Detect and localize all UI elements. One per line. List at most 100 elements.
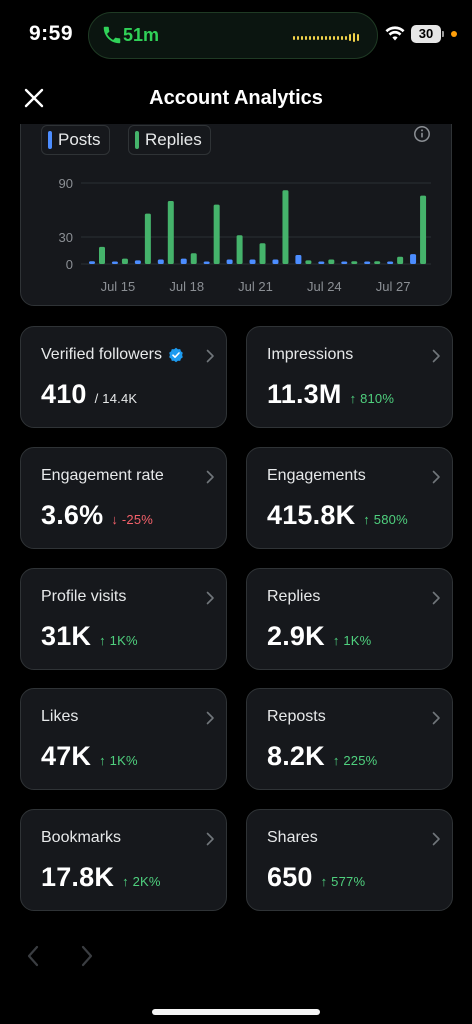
bar-posts-jul-24[interactable] <box>318 261 325 265</box>
metric-card-profile-visits[interactable]: Profile visits 31K ↑ 1K% <box>20 568 227 670</box>
chevron-right-icon <box>432 591 440 605</box>
call-duration: 51m <box>123 25 160 45</box>
metric-card-reposts[interactable]: Reposts 8.2K ↑ 225% <box>246 688 453 790</box>
bar-posts-jul-22[interactable] <box>272 259 279 265</box>
metric-value-row: 31K ↑ 1K% <box>41 621 138 652</box>
y-tick-label: 30 <box>59 230 73 245</box>
x-tick-label: Jul 15 <box>101 279 136 294</box>
chevron-right-icon <box>432 349 440 363</box>
metric-value: 8.2K <box>267 741 325 771</box>
metric-label: Bookmarks <box>41 829 122 846</box>
metric-card-verified-followers[interactable]: Verified followers 410 / 14.4K <box>20 326 227 428</box>
metric-card-bookmarks[interactable]: Bookmarks 17.8K ↑ 2K% <box>20 809 227 911</box>
bar-posts-jul-16[interactable] <box>134 260 141 264</box>
info-icon[interactable] <box>413 125 431 143</box>
metric-value: 47K <box>41 741 92 771</box>
chevron-left-icon[interactable] <box>26 944 40 968</box>
bar-posts-jul-17[interactable] <box>157 259 164 265</box>
metric-card-shares[interactable]: Shares 650 ↑ 577% <box>246 809 453 911</box>
metric-value-row: 3.6% ↓ -25% <box>41 500 153 531</box>
wifi-icon <box>385 26 405 41</box>
metric-card-engagements[interactable]: Engagements 415.8K ↑ 580% <box>246 447 453 549</box>
metric-value-row: 17.8K ↑ 2K% <box>41 862 161 893</box>
close-icon[interactable] <box>22 86 46 110</box>
bar-replies-jul-15[interactable] <box>121 258 128 264</box>
bar-replies-jul-16[interactable] <box>144 213 151 264</box>
metric-label-row: Verified followers <box>41 346 184 364</box>
bar-posts-jul-21[interactable] <box>249 259 256 265</box>
metric-label-row: Profile visits <box>41 588 126 606</box>
home-indicator[interactable] <box>152 1009 320 1015</box>
bar-posts-jul-26[interactable] <box>364 261 371 265</box>
bar-replies-jul-26[interactable] <box>374 261 381 264</box>
metric-label: Engagements <box>267 467 366 484</box>
metric-change: ↑ 577% <box>320 874 366 889</box>
dynamic-island-call[interactable]: 51m <box>88 12 378 59</box>
bar-replies-jul-24[interactable] <box>328 259 335 265</box>
metric-card-engagement-rate[interactable]: Engagement rate 3.6% ↓ -25% <box>20 447 227 549</box>
chevron-right-icon <box>206 591 214 605</box>
bar-replies-jul-14[interactable] <box>99 246 105 264</box>
metric-label-row: Engagements <box>267 467 366 485</box>
chevron-right-icon <box>206 711 214 725</box>
chevron-right-icon <box>206 349 214 363</box>
metric-label: Verified followers <box>41 346 162 363</box>
metric-change: ↑ 1K% <box>332 633 372 648</box>
chevron-right-icon <box>432 470 440 484</box>
bar-replies-jul-23[interactable] <box>305 260 312 264</box>
bar-replies-jul-28[interactable] <box>420 195 427 264</box>
chevron-right-icon <box>432 832 440 846</box>
metric-label: Replies <box>267 588 321 605</box>
y-tick-label: 0 <box>66 257 73 272</box>
bar-posts-jul-19[interactable] <box>203 261 210 265</box>
bar-replies-jul-21[interactable] <box>259 243 266 264</box>
metric-label: Profile visits <box>41 588 127 605</box>
bar-replies-jul-22[interactable] <box>282 190 289 264</box>
metric-value: 650 <box>267 862 313 892</box>
x-tick-label: Jul 18 <box>169 279 204 294</box>
bar-posts-jul-25[interactable] <box>341 261 348 265</box>
chevron-right-icon[interactable] <box>80 944 94 968</box>
bar-posts-jul-27[interactable] <box>387 261 394 265</box>
y-tick-label: 90 <box>59 176 73 191</box>
bar-replies-jul-18[interactable] <box>190 253 197 264</box>
metric-label-row: Likes <box>41 708 78 726</box>
metric-value: 410 <box>41 379 87 409</box>
chevron-right-icon <box>206 832 214 846</box>
audio-waveform-icon <box>293 33 359 42</box>
bar-replies-jul-20[interactable] <box>236 235 243 264</box>
bar-posts-jul-28[interactable] <box>410 254 417 264</box>
bar-replies-jul-27[interactable] <box>397 256 404 264</box>
metric-label: Shares <box>267 829 318 846</box>
battery-level: 30 <box>418 26 434 41</box>
bar-replies-jul-17[interactable] <box>167 201 174 264</box>
metric-card-likes[interactable]: Likes 47K ↑ 1K% <box>20 688 227 790</box>
bar-posts-jul-14[interactable] <box>89 261 95 264</box>
legend-replies-label: Replies <box>145 130 202 149</box>
metric-card-replies[interactable]: Replies 2.9K ↑ 1K% <box>246 568 453 670</box>
metric-total: / 14.4K <box>94 391 138 406</box>
status-time: 9:59 <box>29 22 74 45</box>
metric-value: 415.8K <box>267 500 356 530</box>
legend-replies-toggle[interactable]: Replies <box>128 125 211 155</box>
bar-replies-jul-25[interactable] <box>351 261 358 264</box>
metric-value: 3.6% <box>41 500 104 530</box>
metric-label: Engagement rate <box>41 467 164 484</box>
bar-posts-jul-23[interactable] <box>295 255 302 264</box>
metric-label-row: Reposts <box>267 708 326 726</box>
replies-swatch <box>135 131 139 149</box>
metric-change: ↑ 1K% <box>99 753 138 768</box>
metric-change: ↑ 1K% <box>99 633 138 648</box>
bar-posts-jul-15[interactable] <box>111 261 118 265</box>
metric-label-row: Impressions <box>267 346 353 364</box>
bar-replies-jul-19[interactable] <box>213 204 220 264</box>
bar-posts-jul-20[interactable] <box>226 259 233 265</box>
posts-swatch <box>48 131 52 149</box>
metric-change: ↑ 810% <box>349 391 395 406</box>
metric-label-row: Bookmarks <box>41 829 121 847</box>
metric-label-row: Engagement rate <box>41 467 164 485</box>
metric-card-impressions[interactable]: Impressions 11.3M ↑ 810% <box>246 326 453 428</box>
bar-posts-jul-18[interactable] <box>180 258 187 264</box>
battery-indicator: 30 <box>411 25 444 43</box>
legend-posts-toggle[interactable]: Posts <box>41 125 110 155</box>
